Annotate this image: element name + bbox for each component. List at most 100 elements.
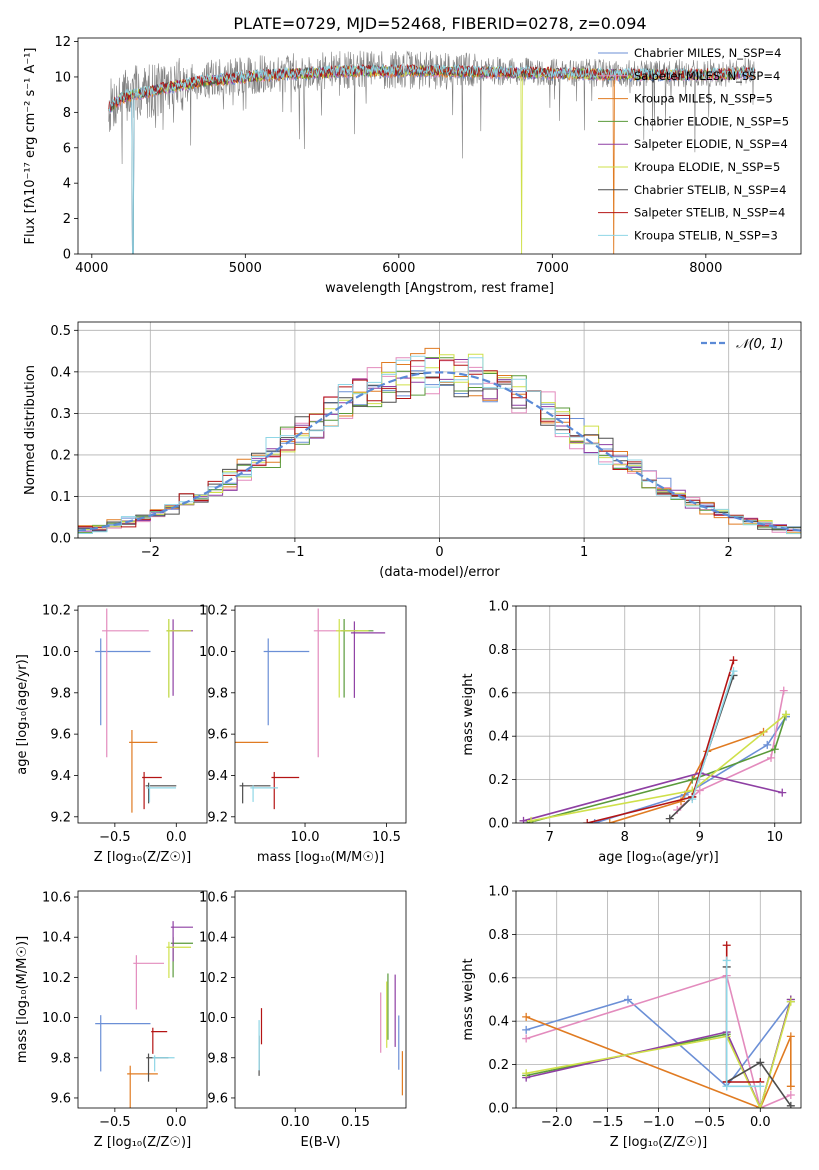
mass-weight-vs-age-panel: 7 8 9 10 0.0 0.2 0.4 0.6 0.8 1.0 age [log₁₀(age/yr… <box>461 600 802 865</box>
x-tick-label: 0.15 <box>341 1115 370 1130</box>
y-tick-label: 6 <box>63 141 71 156</box>
x-tick-label: 4000 <box>75 261 108 276</box>
x-tick-label: 10.0 <box>291 830 320 845</box>
mass-weight-line <box>725 945 761 1083</box>
x-tick-label: 2 <box>725 545 733 560</box>
data-point-marker <box>527 816 535 823</box>
axes-layer: 4000 5000 6000 7000 8000 0 2 4 6 8 10 12 wavelength … <box>23 35 802 296</box>
x-tick-label: 10 <box>766 830 783 845</box>
mass-weight-line <box>525 974 792 1108</box>
y-tick-label: 0.2 <box>50 448 71 463</box>
data-layer <box>95 921 193 1108</box>
data-point-marker <box>786 997 795 1006</box>
data-point-marker <box>763 740 772 749</box>
y-tick-label: 9.6 <box>50 1091 71 1106</box>
y-axis-label: mass weight <box>461 673 476 755</box>
y-axis-label: Normed distribution <box>23 365 38 495</box>
y-tick-label: 10 <box>54 70 71 85</box>
data-point-marker <box>522 1034 531 1043</box>
y-tick-label: 0.6 <box>488 971 509 986</box>
y-tick-label: 10.2 <box>42 971 71 986</box>
x-tick-label: 1 <box>580 545 588 560</box>
data-point-marker <box>729 667 738 676</box>
x-tick-label: 0.0 <box>166 830 187 845</box>
x-tick-label: 0.10 <box>281 1115 310 1130</box>
y-tick-label: 9.6 <box>50 728 71 743</box>
data-point-marker <box>688 795 697 804</box>
x-tick-label: 6000 <box>382 261 415 276</box>
y-tick-label: 9.6 <box>207 728 228 743</box>
axes-frame <box>234 890 407 1109</box>
y-tick-label: 0.6 <box>488 686 509 701</box>
y-tick-label: 9.2 <box>207 810 228 825</box>
y-axis-label: mass weight <box>461 958 476 1040</box>
y-tick-label: 9.4 <box>207 769 228 784</box>
y-tick-label: 9.8 <box>50 686 71 701</box>
legend-label: Kroupa ELODIE, N_SSP=5 <box>634 160 780 174</box>
residuals-panel: −2 −1 0 1 2 0.0 0.1 0.2 0.3 0.4 0.5 (data-model)/er… <box>23 321 802 580</box>
y-tick-label: 10.2 <box>199 971 228 986</box>
data-point-marker <box>786 1032 795 1041</box>
y-tick-label: 8 <box>63 106 71 121</box>
x-tick-label: 8 <box>621 830 629 845</box>
data-layer <box>522 941 795 1108</box>
y-tick-label: 9.2 <box>50 810 71 825</box>
spectrum-panel: 4000 5000 6000 7000 8000 0 2 4 6 8 10 12 wavelength … <box>23 35 802 296</box>
data-point-marker <box>522 1012 531 1021</box>
x-tick-label: 10.5 <box>372 830 401 845</box>
data-layer <box>78 347 801 535</box>
y-tick-label: 2 <box>63 212 71 227</box>
y-tick-label: 10.4 <box>42 931 71 946</box>
legend-label: Chabrier ELODIE, N_SSP=5 <box>634 114 789 128</box>
x-axis-label: age [log₁₀(age/yr)] <box>598 850 719 865</box>
data-layer <box>95 608 193 813</box>
y-tick-label: 4 <box>63 177 71 192</box>
y-tick-label: 0.4 <box>488 1015 509 1030</box>
legend-label: Chabrier MILES, N_SSP=4 <box>634 46 781 60</box>
age-vs-metallicity-panel: −0.5 0.0 9.2 9.4 9.6 9.8 10.0 10.2 Z [log₁₀(Z/Z☉… <box>15 604 208 865</box>
x-tick-label: 7000 <box>536 261 569 276</box>
x-tick-label: −1.5 <box>592 1115 624 1130</box>
axes-layer: −2.0 −1.5 −1.0 −0.5 0.0 0.0 0.2 0.4 0.6 0.8 1.0 Z [… <box>461 885 802 1150</box>
mass-weight-line <box>525 1016 792 1108</box>
mass-weight-vs-metallicity-panel: −2.0 −1.5 −1.0 −0.5 0.0 0.0 0.2 0.4 0.6 0.8 1.0 Z [… <box>461 885 802 1150</box>
x-axis-label: E(B-V) <box>300 1135 340 1150</box>
data-layer <box>235 608 386 810</box>
x-axis-label: (data-model)/error <box>379 565 500 580</box>
axes-frame <box>515 890 802 1109</box>
y-tick-label: 10.4 <box>199 931 228 946</box>
y-tick-label: 12 <box>54 35 71 50</box>
mass-weight-line <box>725 960 761 1088</box>
y-tick-label: 0.2 <box>488 1058 509 1073</box>
y-axis-label: age [log₁₀(age/yr)] <box>15 654 30 775</box>
data-point-marker <box>722 941 731 950</box>
model-spectrum-line <box>108 62 756 254</box>
age-vs-mass-panel: 10.0 10.5 9.2 9.4 9.6 9.8 10.0 10.2 mass [log₁₀(… <box>199 604 407 865</box>
data-point-marker <box>665 814 674 823</box>
data-point-marker <box>519 816 528 823</box>
data-point-marker <box>756 1058 765 1067</box>
data-point-marker <box>782 710 790 719</box>
x-axis-label: wavelength [Angstrom, rest frame] <box>325 281 554 296</box>
x-tick-label: −0.5 <box>694 1115 726 1130</box>
axes-layer: −0.5 0.0 9.6 9.8 10.0 10.2 10.4 10.6 Z [log₁₀(Z/… <box>15 891 208 1150</box>
axes-frame <box>77 321 802 539</box>
residual-histogram <box>78 359 801 532</box>
y-tick-label: 0.4 <box>488 730 509 745</box>
y-tick-label: 0.0 <box>488 1102 509 1117</box>
axes-frame <box>515 605 802 824</box>
axes-layer: −0.5 0.0 9.2 9.4 9.6 9.8 10.0 10.2 Z [log₁₀(Z/Z☉… <box>15 604 208 865</box>
y-tick-label: 9.4 <box>50 769 71 784</box>
x-tick-label: 9 <box>696 830 704 845</box>
y-tick-label: 10.0 <box>42 1011 71 1026</box>
legend-label: Salpeter MILES, N_SSP=4 <box>634 69 780 83</box>
data-point-marker <box>522 1069 531 1078</box>
gaussian-reference-curve <box>78 371 801 532</box>
data-point-marker <box>779 686 788 695</box>
x-tick-label: −1.0 <box>643 1115 675 1130</box>
mass-vs-metallicity-panel: −0.5 0.0 9.6 9.8 10.0 10.2 10.4 10.6 Z [log₁₀(Z/… <box>15 891 208 1150</box>
y-tick-label: 1.0 <box>488 600 509 615</box>
data-point-marker <box>623 995 632 1004</box>
y-axis-label: Flux [fλ10⁻¹⁷ erg cm⁻² s⁻¹ A⁻¹] <box>23 48 38 245</box>
data-point-marker <box>770 745 779 754</box>
